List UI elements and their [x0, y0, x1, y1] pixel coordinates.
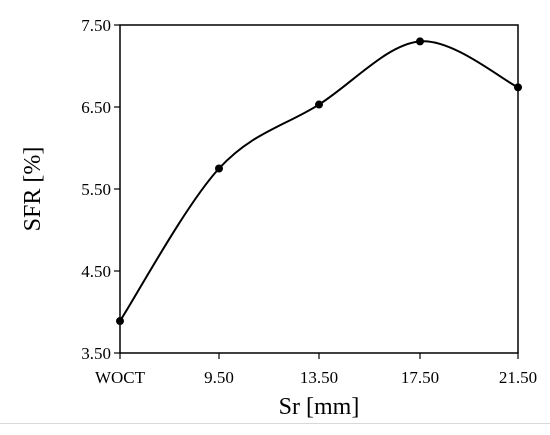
- bottom-rule: [0, 423, 550, 424]
- plot-area-frame: [119, 24, 519, 354]
- data-point: [215, 164, 223, 173]
- data-point: [514, 83, 522, 92]
- series-layer: [116, 37, 522, 326]
- y-tick-label: 6.50: [81, 98, 111, 117]
- y-axis-ticks: 3.50 4.50 5.50 6.50 7.50: [81, 16, 120, 363]
- y-tick-label: 4.50: [81, 262, 111, 281]
- series-line: [119, 40, 519, 322]
- x-tick-label: 13.50: [300, 368, 338, 387]
- y-axis-title: SFR [%]: [20, 147, 46, 232]
- y-tick-label: 5.50: [81, 180, 111, 199]
- data-point: [416, 37, 424, 46]
- x-tick-label: 21.50: [499, 368, 537, 387]
- y-tick-label: 3.50: [81, 344, 111, 363]
- x-axis-ticks: WOCT 9.50 13.50 17.50 21.50: [95, 353, 537, 387]
- x-axis-title: Sr [mm]: [279, 394, 360, 420]
- x-tick-label: 17.50: [401, 368, 439, 387]
- data-point: [116, 317, 124, 326]
- x-tick-label: WOCT: [95, 368, 146, 387]
- data-point: [315, 100, 323, 109]
- x-tick-label: 9.50: [204, 368, 234, 387]
- y-tick-label: 7.50: [81, 16, 111, 35]
